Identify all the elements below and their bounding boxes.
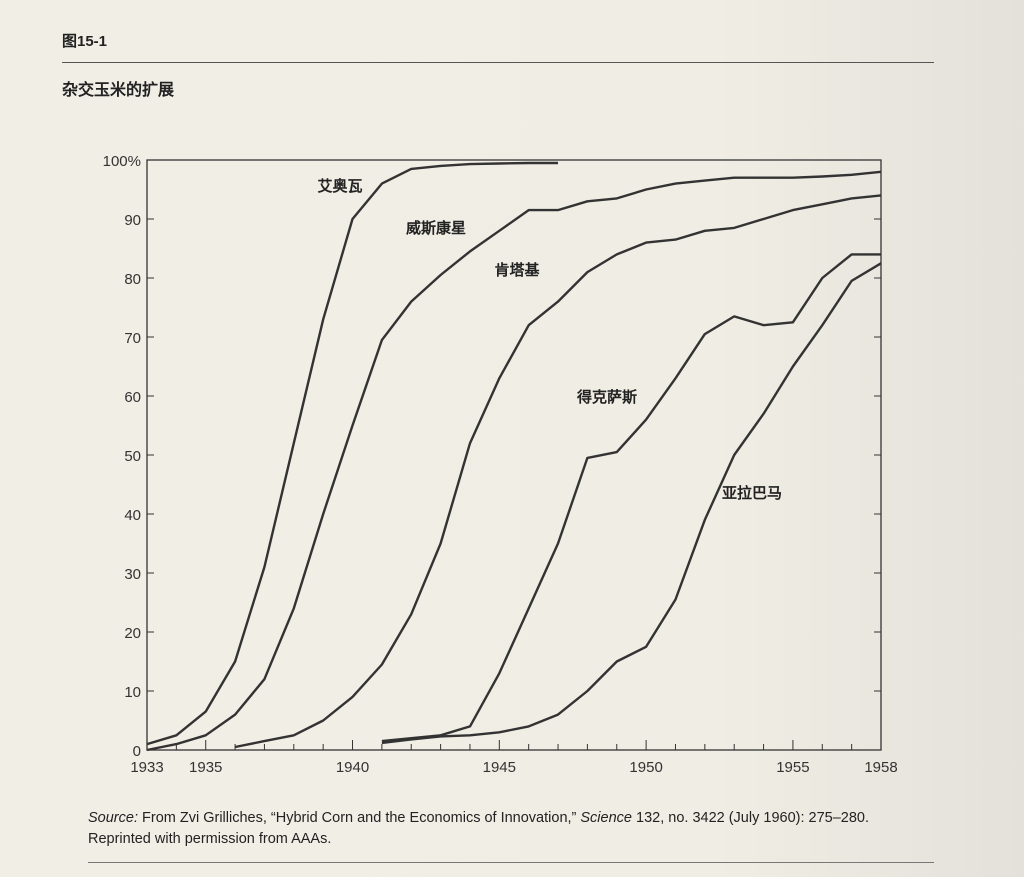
source-text-2: 132, no. 3422 (July 1960): 275–280. Repr… — [88, 810, 869, 847]
y-tick-label: 70 — [124, 330, 141, 347]
x-tick-label: 1933 — [130, 759, 163, 776]
y-tick-label: 100% — [103, 153, 141, 170]
source-note: Source: From Zvi Grilliches, “Hybrid Cor… — [88, 808, 908, 850]
source-label: Source: — [88, 810, 138, 826]
y-tick-label: 30 — [124, 566, 141, 583]
x-tick-label: 1955 — [776, 759, 809, 776]
bottom-rule — [88, 862, 934, 863]
y-tick-label: 50 — [124, 448, 141, 465]
x-tick-label: 1940 — [336, 759, 369, 776]
source-text-1: From Zvi Grilliches, “Hybrid Corn and th… — [137, 810, 581, 826]
series-line-3 — [234, 194, 882, 749]
series-line-4 — [381, 253, 881, 743]
y-tick-label: 10 — [124, 684, 141, 701]
y-tick-label: 80 — [124, 271, 141, 288]
y-tick-label: 40 — [124, 507, 141, 524]
figure-title: 杂交玉米的扩展 — [62, 82, 175, 99]
y-tick-label: 20 — [124, 625, 141, 642]
series-label-4: 得克萨斯 — [576, 388, 637, 406]
source-journal: Science — [580, 810, 632, 826]
top-rule — [62, 62, 934, 63]
y-tick-label: 90 — [124, 212, 141, 229]
series-line-5 — [381, 262, 882, 745]
series-label-5: 亚拉巴马 — [722, 484, 782, 502]
series-label-1: 艾奥瓦 — [317, 177, 362, 195]
x-tick-label: 1950 — [629, 759, 662, 776]
x-tick-label: 1945 — [483, 759, 516, 776]
y-tick-label: 60 — [124, 389, 141, 406]
series-label-3: 肯塔基 — [494, 261, 540, 279]
series-label-2: 威斯康星 — [406, 219, 466, 237]
plot-frame — [146, 159, 882, 751]
y-tick-label: 0 — [133, 743, 141, 760]
x-tick-label: 1958 — [864, 759, 897, 776]
figure-number: 图15-1 — [62, 33, 108, 50]
x-tick-label: 1935 — [189, 759, 222, 776]
series-line-2 — [146, 170, 882, 752]
series-line-1 — [146, 161, 558, 746]
